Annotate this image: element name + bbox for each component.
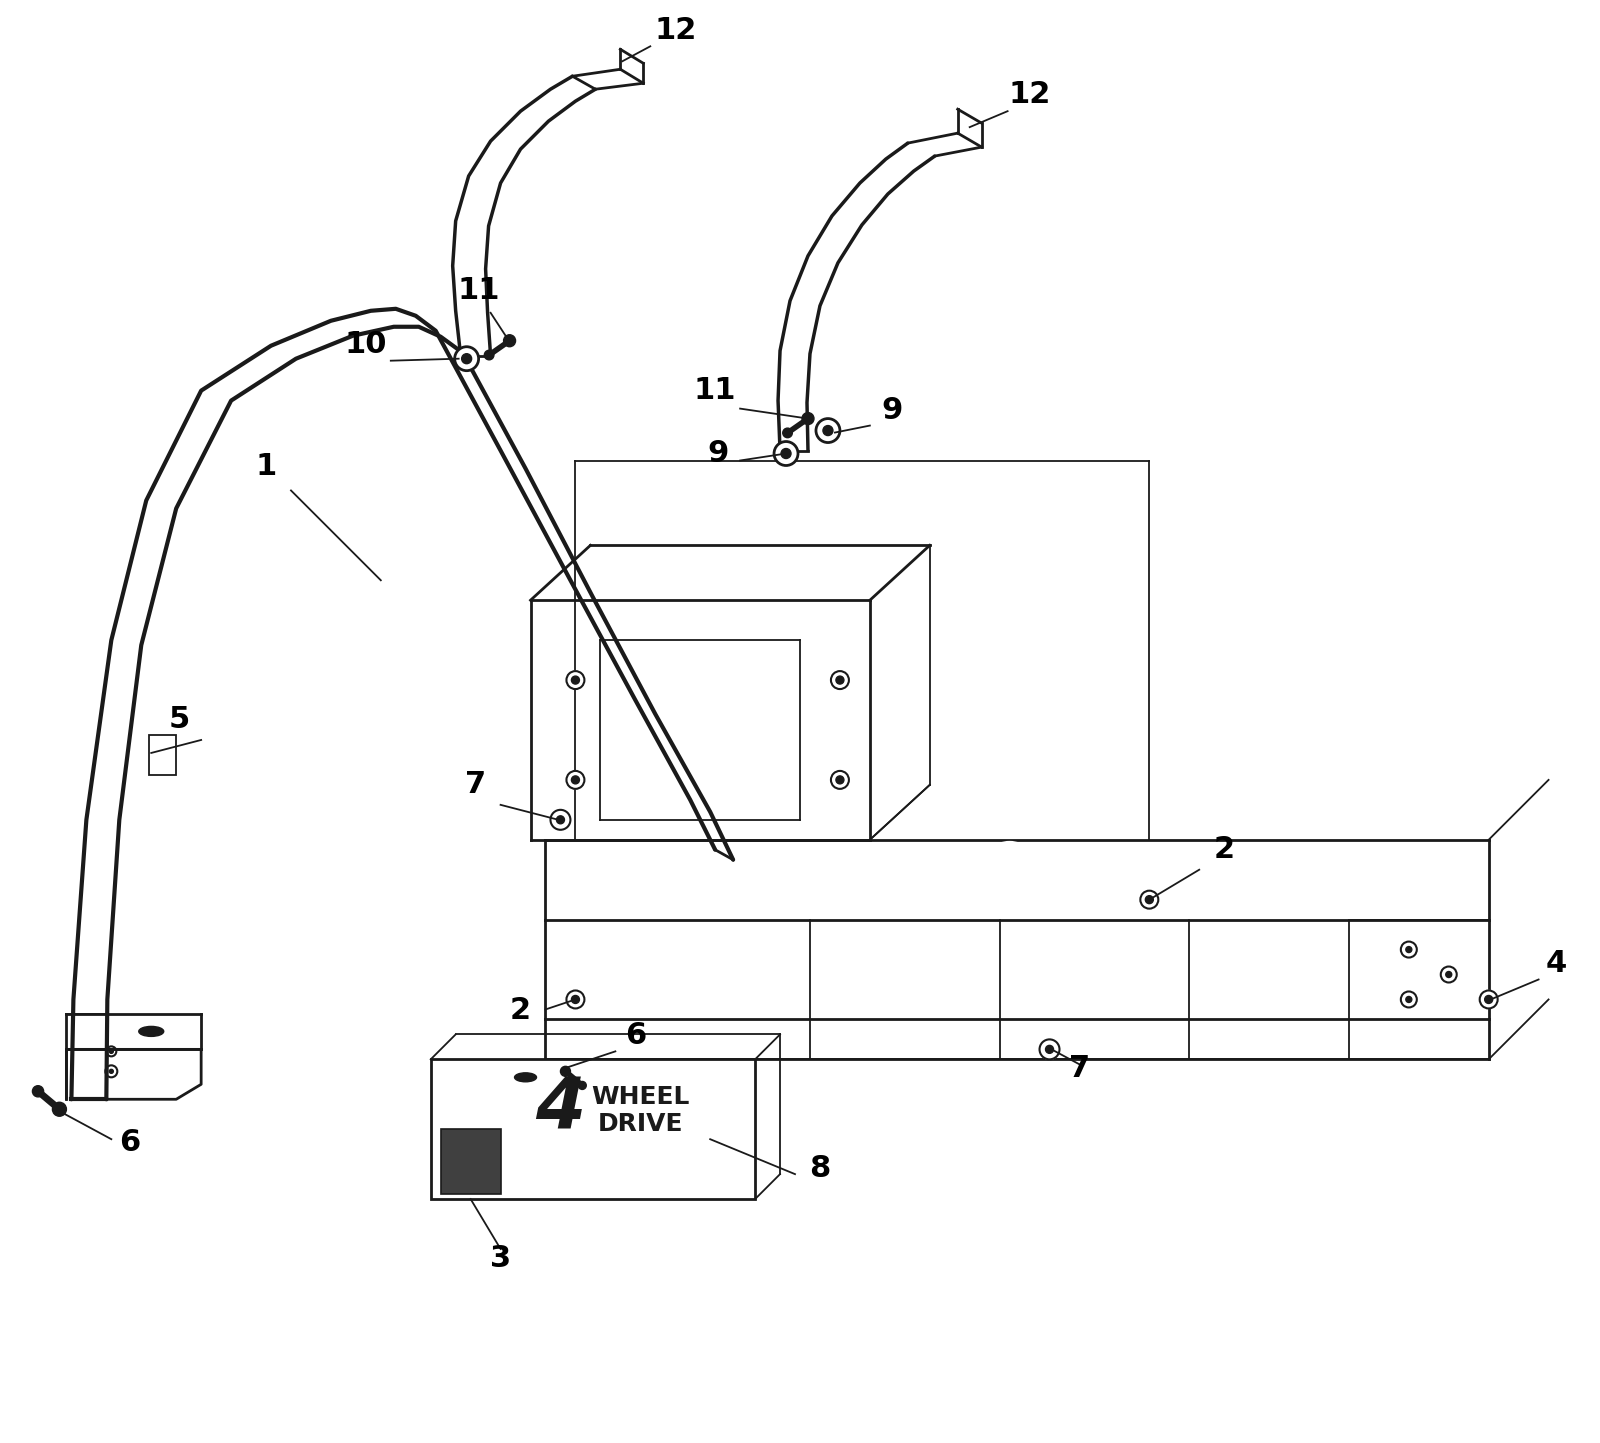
Circle shape <box>550 810 571 830</box>
Circle shape <box>557 815 565 824</box>
Circle shape <box>1402 991 1418 1007</box>
Circle shape <box>32 1085 43 1097</box>
Circle shape <box>782 429 792 437</box>
Circle shape <box>109 1049 114 1053</box>
Circle shape <box>485 351 494 359</box>
Circle shape <box>998 857 1021 882</box>
Circle shape <box>830 671 850 690</box>
Text: 8: 8 <box>810 1154 830 1183</box>
Text: 1: 1 <box>256 453 277 482</box>
Circle shape <box>781 449 790 459</box>
Circle shape <box>109 1069 114 1074</box>
Circle shape <box>1406 997 1411 1003</box>
Text: 4: 4 <box>536 1075 586 1144</box>
Circle shape <box>802 413 814 424</box>
Text: 5: 5 <box>168 706 190 734</box>
Polygon shape <box>440 1130 501 1195</box>
Circle shape <box>1045 1045 1053 1053</box>
Circle shape <box>982 841 1037 898</box>
Circle shape <box>830 771 850 789</box>
Text: 7: 7 <box>1069 1055 1090 1084</box>
Circle shape <box>835 776 843 784</box>
Circle shape <box>504 335 515 346</box>
Text: DRIVE: DRIVE <box>597 1113 683 1136</box>
Circle shape <box>571 776 579 784</box>
Circle shape <box>1146 896 1154 903</box>
Circle shape <box>1402 942 1418 958</box>
Circle shape <box>1485 996 1493 1003</box>
Ellipse shape <box>139 1026 163 1036</box>
Text: 3: 3 <box>490 1244 510 1273</box>
Polygon shape <box>149 734 176 775</box>
Circle shape <box>1446 971 1451 977</box>
Text: 11: 11 <box>694 375 736 404</box>
Circle shape <box>1406 947 1411 952</box>
Text: 2: 2 <box>1214 834 1235 864</box>
Circle shape <box>1440 967 1456 983</box>
Circle shape <box>571 996 579 1003</box>
Circle shape <box>462 354 472 364</box>
Text: 6: 6 <box>118 1128 139 1157</box>
Circle shape <box>560 1066 571 1076</box>
Text: 2: 2 <box>510 997 531 1026</box>
Text: 4: 4 <box>1546 948 1566 977</box>
Text: 10: 10 <box>344 329 387 359</box>
Ellipse shape <box>515 1072 536 1082</box>
Circle shape <box>1141 890 1158 909</box>
Text: 11: 11 <box>458 276 499 304</box>
Circle shape <box>774 442 798 466</box>
Text: 12: 12 <box>654 16 696 45</box>
Circle shape <box>835 677 843 684</box>
Text: 7: 7 <box>466 771 486 799</box>
Text: 6: 6 <box>624 1022 646 1051</box>
Circle shape <box>1040 1039 1059 1059</box>
Circle shape <box>53 1102 67 1117</box>
Text: WHEEL: WHEEL <box>590 1085 690 1110</box>
Circle shape <box>578 1081 586 1089</box>
Text: 12: 12 <box>1008 81 1051 110</box>
Text: 9: 9 <box>882 395 902 424</box>
Circle shape <box>1480 990 1498 1009</box>
Circle shape <box>571 677 579 684</box>
Text: 9: 9 <box>707 440 730 469</box>
Circle shape <box>822 426 834 436</box>
Circle shape <box>566 671 584 690</box>
Circle shape <box>566 990 584 1009</box>
Polygon shape <box>430 1059 755 1199</box>
Circle shape <box>454 346 478 371</box>
Circle shape <box>566 771 584 789</box>
Circle shape <box>816 418 840 443</box>
